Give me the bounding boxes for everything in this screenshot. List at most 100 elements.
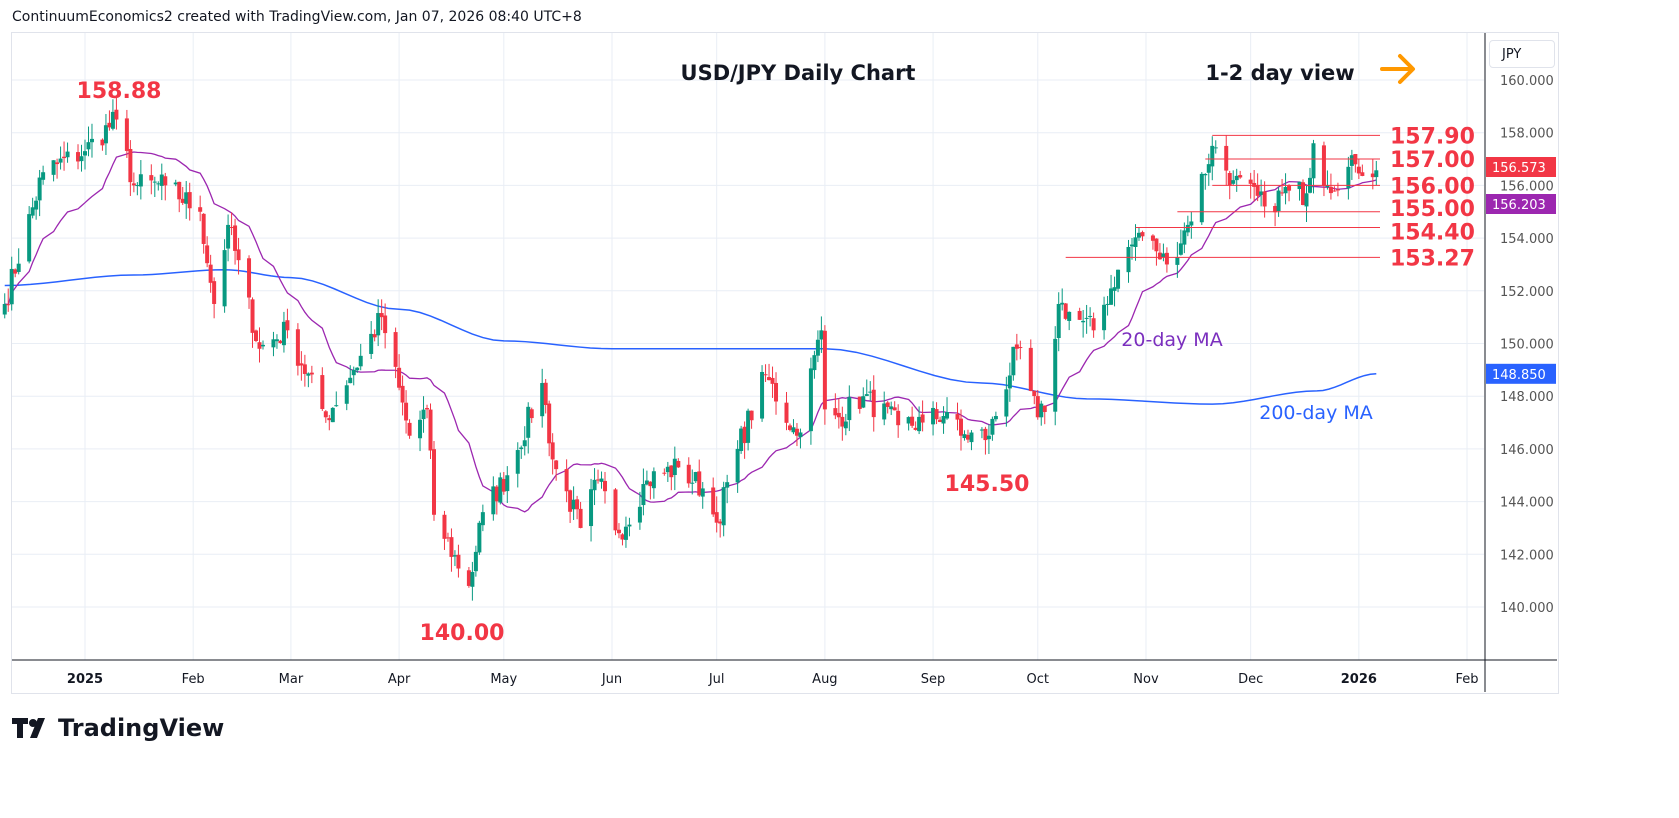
candle-body: [274, 339, 279, 342]
annotation-label: 20-day MA: [1121, 329, 1222, 351]
candle-body: [693, 472, 698, 482]
candle-body: [466, 570, 471, 586]
x-tick-label: Feb: [182, 672, 205, 687]
candle-body: [1199, 173, 1204, 223]
candle-body: [515, 450, 520, 474]
x-tick-label: Oct: [1027, 672, 1049, 687]
candle-body: [920, 414, 925, 423]
candle-body: [278, 340, 283, 344]
candle-body: [1007, 375, 1012, 389]
candle-body: [1210, 145, 1215, 167]
candle-body: [1182, 230, 1187, 245]
candle-body: [180, 198, 185, 203]
candle-body: [1325, 185, 1330, 188]
candle-body: [37, 177, 42, 201]
candle-body: [1175, 257, 1180, 265]
candle-body: [1126, 246, 1131, 273]
candle-body: [969, 432, 974, 443]
candle-body: [1346, 166, 1351, 189]
candle-body: [6, 304, 11, 306]
candle-body: [271, 339, 276, 348]
candle-body: [847, 397, 852, 421]
candle-body: [1028, 347, 1033, 391]
y-tick-label: 154.000: [1500, 232, 1554, 247]
brand-name: TradingView: [58, 714, 225, 742]
candle-body: [1311, 143, 1316, 179]
candle-body: [473, 551, 478, 572]
candle-body: [320, 375, 325, 409]
candle-body: [543, 382, 548, 406]
x-tick-label: 2025: [67, 672, 103, 687]
candle-body: [861, 396, 866, 408]
candle-body: [348, 377, 353, 384]
candle-body: [369, 333, 374, 354]
candle-body: [156, 183, 161, 185]
candle-body: [885, 402, 890, 407]
candle-body: [746, 410, 751, 443]
y-tick-label: 148.000: [1500, 390, 1554, 405]
x-tick-label: Nov: [1133, 672, 1159, 687]
candle-body: [281, 321, 286, 346]
candle-body: [1280, 192, 1285, 194]
tradingview-logo: TradingView: [12, 714, 224, 742]
candle-body: [372, 334, 377, 338]
candle-body: [421, 409, 426, 420]
candle-body: [250, 299, 255, 333]
candle-body: [212, 281, 217, 304]
candle-body: [201, 213, 206, 244]
candle-body: [1374, 170, 1379, 178]
candle-body: [198, 207, 203, 212]
y-tick-label: 150.000: [1500, 338, 1554, 353]
candle-body: [616, 529, 621, 534]
x-tick-label: Sep: [921, 672, 946, 687]
candle-body: [30, 207, 35, 216]
candle-body: [993, 416, 998, 420]
candle-body: [41, 172, 46, 180]
candle-body: [1224, 145, 1229, 171]
candle-body: [739, 428, 744, 451]
candle-body: [501, 478, 506, 492]
candle-body: [226, 224, 231, 249]
candle-body: [397, 367, 402, 388]
candle-body: [1238, 175, 1243, 178]
candle-body: [714, 512, 719, 523]
candle-body: [1011, 346, 1016, 376]
y-tick-label: 160.000: [1500, 74, 1554, 89]
y-tick-label: 158.000: [1500, 127, 1554, 142]
candle-body: [571, 499, 576, 510]
candle-body: [299, 363, 304, 366]
candle-body: [1091, 318, 1096, 331]
candle-body: [330, 407, 335, 423]
candle-body: [564, 469, 569, 492]
y-tick-label: 142.000: [1500, 548, 1554, 563]
level-label: 153.27: [1390, 246, 1475, 271]
candle-body: [1081, 320, 1086, 323]
candle-body: [159, 174, 164, 186]
candle-body: [1063, 303, 1068, 319]
candle-body: [1356, 166, 1361, 174]
candle-body: [1301, 182, 1306, 205]
currency-selector[interactable]: JPY: [1489, 40, 1555, 68]
candle-body: [425, 408, 430, 410]
candle-body: [1276, 190, 1281, 212]
candle-body: [822, 330, 827, 410]
candle-body: [906, 417, 911, 424]
candle-body: [1018, 347, 1023, 349]
candle-body: [644, 480, 649, 485]
candle-body: [114, 109, 119, 120]
candle-body: [494, 486, 499, 502]
candle-body: [236, 249, 241, 261]
candle-body: [470, 571, 475, 587]
ma200-price-label-bg: [1486, 363, 1556, 384]
candle-body: [1248, 179, 1253, 184]
candle-body: [208, 264, 213, 283]
candle-body: [1102, 304, 1107, 331]
candle-body: [871, 389, 876, 418]
candle-body: [89, 138, 94, 143]
candle-body: [599, 478, 604, 482]
candle-body: [1105, 303, 1110, 305]
candle-body: [1133, 237, 1138, 247]
candle-body: [840, 416, 845, 427]
candle-body: [110, 111, 115, 129]
